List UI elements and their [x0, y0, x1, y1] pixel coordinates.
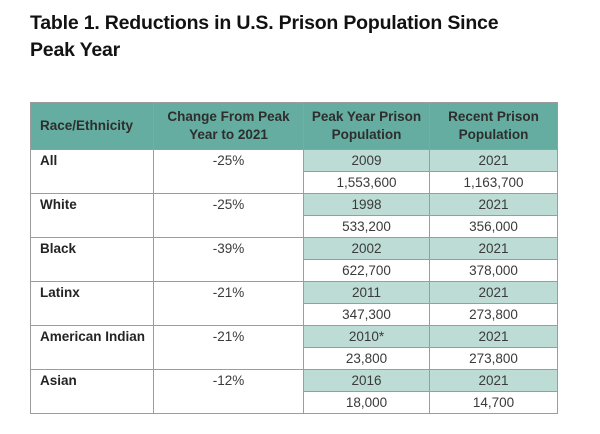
peak-population-cell: 1,553,600 [303, 171, 430, 194]
recent-year-cell: 2021 [429, 193, 558, 216]
prison-population-table: Race/Ethnicity Change From Peak Year to … [30, 102, 558, 414]
race-cell: Black [30, 237, 154, 282]
peak-year-cell: 2010* [303, 325, 430, 348]
table-row: 23,800 273,800 [31, 347, 558, 370]
header-race-ethnicity: Race/Ethnicity [30, 102, 154, 150]
table-row: 1,553,600 1,163,700 [31, 171, 558, 194]
recent-population-cell: 14,700 [429, 391, 558, 414]
change-cell: -25% [153, 193, 304, 238]
peak-population-cell: 533,200 [303, 215, 430, 238]
peak-population-cell: 18,000 [303, 391, 430, 414]
peak-year-cell: 2011 [303, 281, 430, 304]
table-row: American Indian -21% 2010* 2021 [30, 325, 558, 370]
recent-population-cell: 273,800 [429, 303, 558, 326]
change-cell: -21% [153, 281, 304, 326]
race-cell: All [30, 149, 154, 194]
peak-year-cell: 2009 [303, 149, 430, 172]
table-row: White -25% 1998 2021 [30, 193, 558, 238]
recent-population-cell: 378,000 [429, 259, 558, 282]
peak-population-cell: 23,800 [303, 347, 430, 370]
race-cell: Asian [30, 369, 154, 414]
race-cell: White [30, 193, 154, 238]
table-row: All -25% 2009 2021 [30, 149, 558, 194]
header-peak-year-population: Peak Year Prison Population [303, 102, 430, 150]
table-title-line1: Table 1. Reductions in U.S. Prison Popul… [30, 12, 499, 34]
peak-year-cell: 2002 [303, 237, 430, 260]
race-cell: Latinx [30, 281, 154, 326]
table-row: 622,700 378,000 [31, 259, 558, 282]
recent-year-cell: 2021 [429, 325, 558, 348]
table-row: Latinx -21% 2011 2021 [30, 281, 558, 326]
table-header-row: Race/Ethnicity Change From Peak Year to … [30, 102, 558, 150]
recent-year-cell: 2021 [429, 369, 558, 392]
table-title: Table 1. Reductions in U.S. Prison Popul… [30, 10, 570, 64]
recent-year-cell: 2021 [429, 281, 558, 304]
recent-population-cell: 1,163,700 [429, 171, 558, 194]
peak-year-cell: 2016 [303, 369, 430, 392]
change-cell: -39% [153, 237, 304, 282]
peak-population-cell: 347,300 [303, 303, 430, 326]
table-row: Black -39% 2002 2021 [30, 237, 558, 282]
table-title-line2: Peak Year [30, 39, 121, 61]
change-cell: -12% [153, 369, 304, 414]
recent-year-cell: 2021 [429, 237, 558, 260]
recent-population-cell: 356,000 [429, 215, 558, 238]
table-row: Asian -12% 2016 2021 [30, 369, 558, 414]
peak-population-cell: 622,700 [303, 259, 430, 282]
recent-year-cell: 2021 [429, 149, 558, 172]
table-row: 18,000 14,700 [31, 391, 558, 414]
recent-population-cell: 273,800 [429, 347, 558, 370]
race-cell: American Indian [30, 325, 154, 370]
change-cell: -21% [153, 325, 304, 370]
peak-year-cell: 1998 [303, 193, 430, 216]
change-cell: -25% [153, 149, 304, 194]
table-row: 533,200 356,000 [31, 215, 558, 238]
header-change-from-peak: Change From Peak Year to 2021 [153, 102, 304, 150]
header-recent-population: Recent Prison Population [429, 102, 558, 150]
